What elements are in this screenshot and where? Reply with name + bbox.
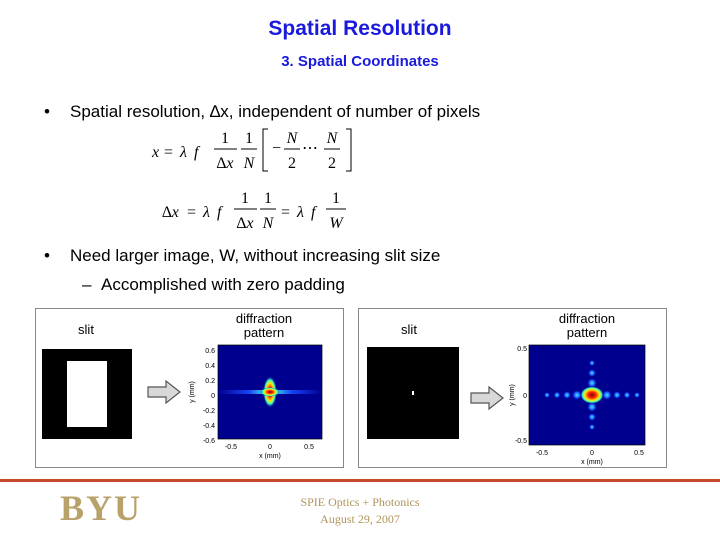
figure-panel-left: slit diffraction pattern [35,308,344,468]
pattern-label-line1: diffraction [235,311,293,326]
pattern-label-line1: diffraction [558,311,616,326]
y-tick-label: 0.6 [205,348,215,355]
arrow-icon [470,385,504,411]
svg-text:∆x: ∆x [217,155,234,172]
y-axis-label: y (mm) [509,384,516,406]
slit-aperture [412,391,414,395]
y-tick-label: -0.6 [203,438,215,445]
slit-label: slit [78,322,94,337]
svg-text:f: f [311,204,318,221]
figure-panel-right: slit diffraction pattern [358,308,667,468]
svg-text:1: 1 [245,130,253,147]
slide-subtitle: 3. Spatial Coordinates [281,53,439,70]
diffraction-plot: 0.5 0 -0.5 -0.5 0 0.5 x (mm) y (mm) [509,344,646,466]
svg-text:λ: λ [202,204,210,221]
y-tick-label: -0.2 [203,408,215,415]
svg-text:f: f [217,204,224,221]
x-tick-label: 0.5 [304,444,314,451]
svg-text:2: 2 [328,155,336,172]
side-lobes [544,360,640,430]
bullet-marker: • [44,102,50,121]
svg-text:−: − [272,140,281,157]
y-tick-label: 0.2 [205,378,215,385]
x-tick-label: 0 [268,444,272,451]
sub-bullet-marker: – [82,275,92,294]
svg-text:f: f [194,144,201,161]
svg-text:1: 1 [332,190,340,207]
svg-text:=: = [187,204,196,221]
y-tick-label: 0.5 [517,346,527,353]
byu-logo: BYU [60,488,143,528]
slide-title: Spatial Resolution [268,17,452,40]
svg-text:1: 1 [264,190,272,207]
svg-text:=: = [164,144,173,161]
x-tick-label: -0.5 [225,444,237,451]
y-tick-label: 0 [211,393,215,400]
footer-rule [0,479,720,482]
arrow-icon [147,379,181,405]
pattern-label-line2: pattern [243,325,285,340]
equation-resolution: ∆x = λ f 1 ∆x 1 N = λ f 1 W [162,190,346,232]
x-axis-label: x (mm) [259,453,281,460]
x-tick-label: 0.5 [634,450,644,457]
svg-text:N: N [286,130,299,147]
svg-text:⋯: ⋯ [302,140,318,157]
sub-bullet-text: Accomplished with zero padding [101,275,345,294]
diffraction-plot: 0.6 0.4 0.2 0 -0.2 -0.4 -0.6 -0.5 0 0.5 … [189,344,323,460]
equation-position: x = λ f 1 ∆x 1 N − N 2 ⋯ N 2 [151,128,352,172]
y-axis-label: y (mm) [189,381,196,403]
svg-text:∆x: ∆x [237,215,254,232]
y-tick-label: -0.4 [203,423,215,430]
bullet-text: Spatial resolution, ∆x, independent of n… [70,102,481,121]
footer-text: SPIE Optics + Photonics August 29, 2007 [260,494,460,528]
bullet-text: Need larger image, W, without increasing… [70,246,441,265]
y-tick-label: 0 [523,393,527,400]
svg-text:λ: λ [179,144,187,161]
svg-text:1: 1 [241,190,249,207]
x-tick-label: 0 [590,450,594,457]
svg-text:x: x [151,144,159,161]
bullet-marker: • [44,246,50,265]
svg-text:λ: λ [296,204,304,221]
y-tick-label: -0.5 [515,438,527,445]
footer-line1: SPIE Optics + Photonics [300,495,420,509]
y-tick-label: 0.4 [205,363,215,370]
x-axis-label: x (mm) [581,459,603,466]
svg-text:=: = [281,204,290,221]
slit-image [367,347,459,439]
svg-text:N: N [326,130,339,147]
slit-image [42,349,132,439]
x-tick-label: -0.5 [536,450,548,457]
svg-text:N: N [262,215,275,232]
svg-text:∆x: ∆x [162,204,179,221]
svg-text:2: 2 [288,155,296,172]
slit-aperture [67,361,107,427]
svg-text:W: W [329,215,344,232]
pattern-label-line2: pattern [566,325,608,340]
svg-text:1: 1 [221,130,229,147]
svg-text:N: N [243,155,256,172]
slit-label: slit [401,322,417,337]
footer-line2: August 29, 2007 [320,512,400,526]
